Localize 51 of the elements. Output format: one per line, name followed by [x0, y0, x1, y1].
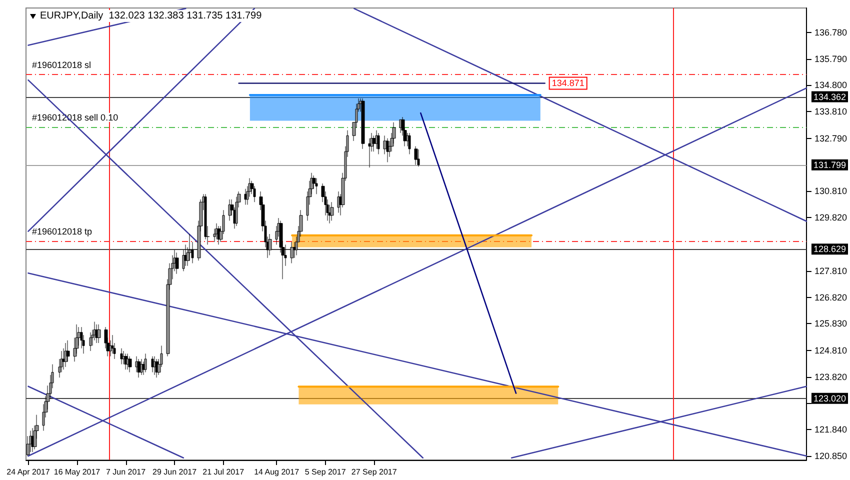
y-tick-label: 130.810	[814, 186, 848, 196]
y-tick-label: 134.800	[814, 80, 848, 90]
y-tick-label: 127.810	[814, 266, 848, 276]
candlestick	[244, 188, 247, 206]
y-tick-label: 132.790	[814, 134, 848, 144]
x-tick-label: 27 Sep 2017	[351, 468, 398, 476]
candlestick	[408, 132, 411, 154]
chart-title: EURJPY,Daily 132.023 132.383 131.735 131.799	[40, 10, 262, 22]
x-tick-label: 16 May 2017	[54, 468, 101, 476]
ref-line-label: 131.799	[813, 160, 846, 170]
x-tick-label: 7 Jun 2017	[106, 468, 146, 476]
x-tick-label: 29 Jun 2017	[152, 468, 198, 476]
y-tick-label: 129.820	[814, 212, 848, 223]
candlestick	[140, 358, 143, 376]
candlestick	[337, 191, 340, 213]
x-tick-label: 21 Jul 2017	[202, 468, 245, 476]
y-tick-label: 125.830	[814, 318, 848, 329]
candlestick	[414, 146, 418, 166]
x-tick-label: 5 Sep 2017	[304, 468, 346, 476]
y-tick-label: 124.810	[814, 346, 848, 356]
y-tick-label: 123.820	[814, 372, 848, 382]
ref-line-label: 134.362	[813, 92, 846, 102]
candlestick	[29, 430, 32, 452]
ref-line-label: 128.629	[813, 244, 846, 254]
y-tick-label: 126.820	[814, 292, 848, 302]
candlestick	[128, 356, 132, 373]
candlestick	[120, 348, 123, 365]
data-label: 134.871	[552, 78, 584, 88]
y-tick-label: 120.850	[814, 451, 848, 462]
ref-line-label: #196012018 tp	[32, 226, 92, 237]
ref-line-label: #196012018 sl	[32, 60, 92, 70]
ref-line-label: 123.020	[813, 393, 846, 404]
x-tick-label: 24 Apr 2017	[6, 468, 50, 476]
y-tick-label: 121.840	[814, 424, 848, 435]
candlestick	[153, 356, 156, 376]
candlestick	[89, 332, 92, 352]
candlestick	[330, 202, 334, 221]
candlestick	[151, 356, 154, 373]
candlestick	[417, 149, 420, 167]
candlestick	[144, 353, 147, 373]
candlestick	[361, 98, 365, 150]
candlestick	[97, 324, 101, 344]
y-tick-label: 133.810	[814, 106, 848, 116]
candlestick	[290, 242, 294, 264]
candlestick	[315, 178, 318, 194]
x-tick-label: 14 Aug 2017	[254, 468, 300, 476]
y-tick-label: 136.780	[814, 27, 848, 38]
candlestick	[377, 132, 380, 154]
candlestick	[399, 119, 402, 134]
candlestick	[137, 358, 141, 378]
y-tick-label: 135.790	[814, 54, 848, 64]
